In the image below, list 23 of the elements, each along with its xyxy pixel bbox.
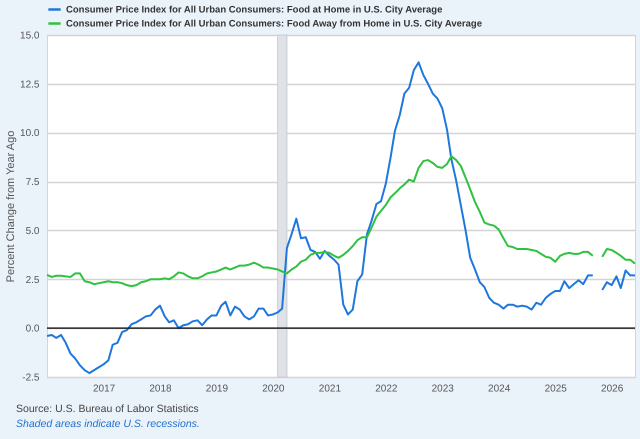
x-tick-label: 2024 xyxy=(488,384,511,394)
x-tick-label: 2026 xyxy=(601,384,624,394)
x-tick-label: 2017 xyxy=(92,384,116,394)
x-tick-label: 2021 xyxy=(318,384,342,394)
y-tick-label: 0.0 xyxy=(26,324,40,335)
x-tick-label: 2020 xyxy=(262,384,285,394)
y-tick-label: 2.5 xyxy=(26,274,40,286)
source-note: Source: U.S. Bureau of Labor Statistics xyxy=(16,402,200,417)
x-tick-label: 2018 xyxy=(149,384,172,394)
y-tick-label: 12.5 xyxy=(20,79,40,90)
x-tick-label: 2019 xyxy=(206,384,228,394)
y-tick-label: 7.5 xyxy=(26,177,40,188)
y-tick-label: 5.0 xyxy=(26,226,40,237)
legend-label: Consumer Price Index for All Urban Consumers: Food at Home in U.S. City Average xyxy=(66,4,442,16)
x-tick-label: 2023 xyxy=(432,384,454,394)
y-axis-title: Percent Change from Year Ago xyxy=(5,130,18,282)
y-tick-label: 15.0 xyxy=(20,30,40,42)
legend-label: Consumer Price Index for All Urban Consumers: Food Away from Home in U.S. City Average xyxy=(66,18,482,30)
y-tick-label: -2.5 xyxy=(22,372,40,384)
x-tick-label: 2022 xyxy=(375,384,398,394)
y-tick-label: 10.0 xyxy=(20,128,40,140)
x-tick-label: 2025 xyxy=(544,384,568,394)
text: Shaded areas indicate U.S. recessions. xyxy=(16,417,200,432)
